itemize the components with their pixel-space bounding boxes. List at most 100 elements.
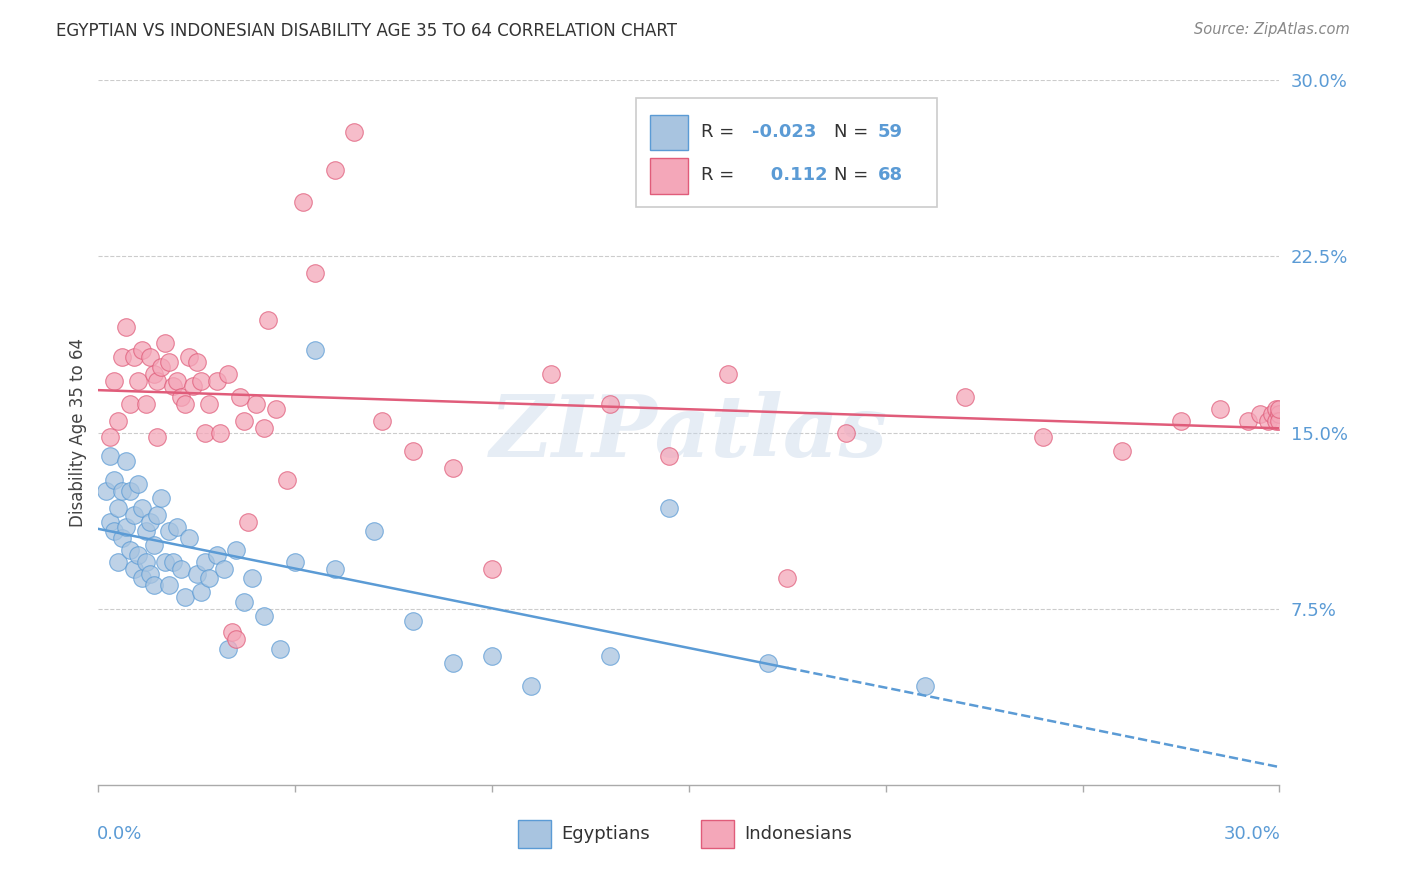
FancyBboxPatch shape: [517, 821, 551, 848]
Point: [194, 425, 217, 440]
Point: [142, 578, 165, 592]
Point: [1209, 402, 1232, 417]
Point: [481, 562, 503, 576]
Point: [98, 515, 121, 529]
Text: N =: N =: [834, 167, 875, 185]
Point: [131, 343, 153, 358]
Point: [269, 641, 291, 656]
Point: [1249, 407, 1271, 421]
Point: [177, 351, 200, 365]
Point: [122, 508, 145, 522]
Point: [245, 397, 267, 411]
Point: [371, 414, 394, 428]
Point: [304, 266, 326, 280]
Point: [1111, 444, 1133, 458]
Text: 68: 68: [877, 167, 903, 185]
Point: [197, 397, 219, 411]
Point: [323, 562, 346, 576]
Text: 59: 59: [877, 123, 903, 141]
Point: [953, 390, 976, 404]
Point: [96, 484, 118, 499]
Point: [225, 632, 247, 647]
Point: [98, 430, 121, 444]
Point: [363, 524, 385, 539]
Point: [138, 515, 160, 529]
Point: [197, 571, 219, 585]
Point: [186, 355, 208, 369]
Text: 0.112: 0.112: [752, 167, 827, 185]
Point: [481, 648, 503, 663]
Point: [111, 484, 134, 499]
Point: [441, 460, 464, 475]
Text: N =: N =: [834, 123, 875, 141]
Point: [127, 548, 149, 562]
Point: [284, 555, 307, 569]
Point: [174, 397, 197, 411]
Point: [276, 473, 298, 487]
Point: [131, 571, 153, 585]
Point: [205, 374, 228, 388]
Point: [166, 374, 188, 388]
Point: [118, 543, 141, 558]
Text: 30.0%: 30.0%: [1223, 825, 1281, 843]
Point: [115, 519, 138, 533]
Text: -0.023: -0.023: [752, 123, 815, 141]
Point: [190, 374, 212, 388]
Point: [138, 351, 160, 365]
Point: [253, 421, 276, 435]
Point: [253, 608, 276, 623]
Point: [150, 491, 173, 506]
Text: Source: ZipAtlas.com: Source: ZipAtlas.com: [1194, 22, 1350, 37]
Point: [914, 679, 936, 693]
Point: [717, 367, 740, 381]
Point: [323, 162, 346, 177]
Point: [115, 319, 138, 334]
Point: [135, 524, 157, 539]
Point: [441, 656, 464, 670]
Point: [233, 595, 256, 609]
Text: 0.0%: 0.0%: [97, 825, 142, 843]
Point: [402, 444, 425, 458]
Point: [146, 430, 169, 444]
Point: [166, 519, 188, 533]
Point: [103, 374, 125, 388]
FancyBboxPatch shape: [636, 98, 936, 207]
Y-axis label: Disability Age 35 to 64: Disability Age 35 to 64: [69, 338, 87, 527]
Point: [190, 585, 212, 599]
Point: [835, 425, 858, 440]
Point: [155, 555, 177, 569]
Point: [177, 532, 200, 546]
Point: [599, 648, 621, 663]
Point: [229, 390, 252, 404]
Point: [122, 351, 145, 365]
Point: [256, 313, 278, 327]
Point: [1257, 414, 1279, 428]
FancyBboxPatch shape: [650, 159, 688, 194]
Point: [142, 538, 165, 552]
Point: [170, 390, 193, 404]
Point: [756, 656, 779, 670]
Point: [658, 500, 681, 515]
Point: [157, 355, 180, 369]
Point: [181, 378, 204, 392]
Point: [236, 515, 259, 529]
Point: [599, 397, 621, 411]
Point: [170, 562, 193, 576]
Point: [107, 414, 129, 428]
Point: [127, 374, 149, 388]
Point: [174, 590, 197, 604]
Point: [111, 351, 134, 365]
Point: [520, 679, 543, 693]
Point: [1237, 414, 1260, 428]
Text: EGYPTIAN VS INDONESIAN DISABILITY AGE 35 TO 64 CORRELATION CHART: EGYPTIAN VS INDONESIAN DISABILITY AGE 35…: [56, 22, 678, 40]
Point: [540, 367, 562, 381]
Point: [122, 562, 145, 576]
Point: [118, 484, 141, 499]
Point: [1264, 402, 1286, 417]
Text: R =: R =: [700, 167, 740, 185]
Point: [138, 566, 160, 581]
Point: [1268, 414, 1291, 428]
FancyBboxPatch shape: [650, 115, 688, 150]
Point: [217, 367, 239, 381]
Point: [135, 555, 157, 569]
